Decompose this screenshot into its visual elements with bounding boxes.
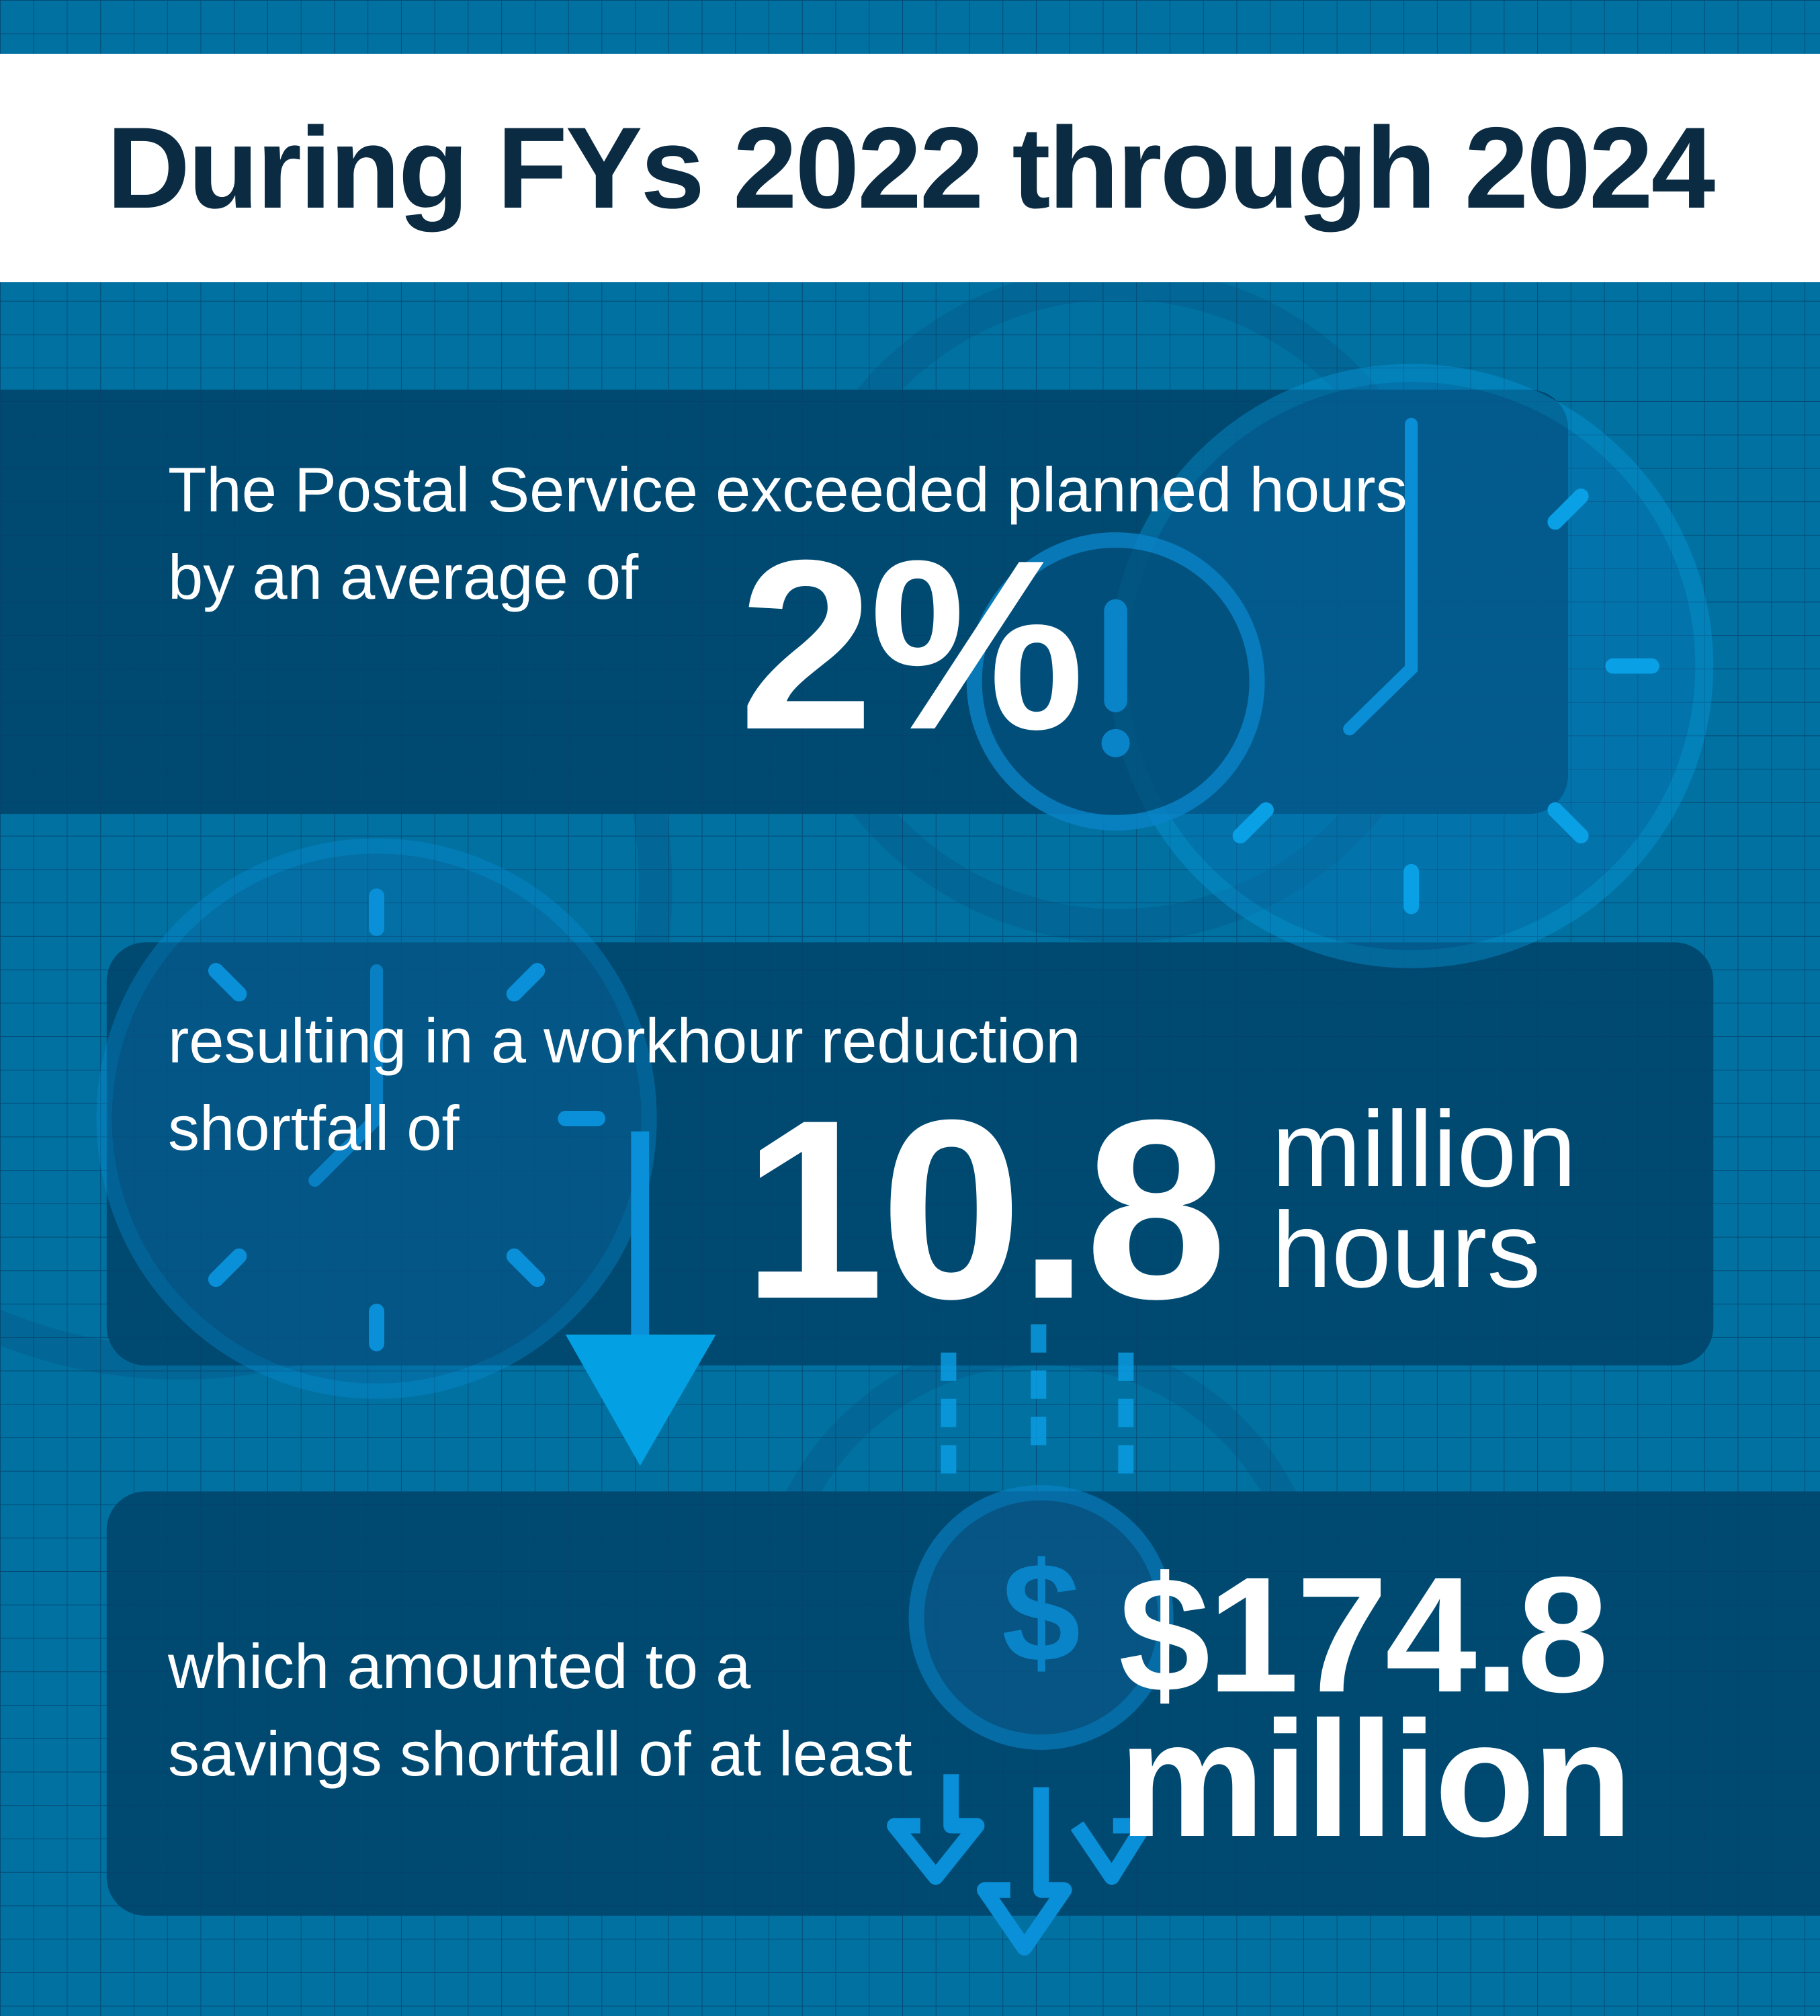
panel-2-line-2: shortfall of xyxy=(168,1093,460,1163)
stat-percent: 2% xyxy=(739,510,1084,780)
panel-3-text: which amounted to a savings shortfall of… xyxy=(168,1623,912,1798)
stat-hours: 10.8 xyxy=(742,1066,1227,1352)
panel-2-line-1: resulting in a workhour reduction xyxy=(168,1005,1081,1076)
panel-1-line-2: by an average of xyxy=(168,542,639,612)
stat-savings: $174.8 million xyxy=(1119,1542,1633,1871)
stat-savings-value: $174.8 xyxy=(1119,1542,1608,1726)
panel-1-line-1: The Postal Service exceeded planned hour… xyxy=(168,454,1407,525)
unit-million: million xyxy=(1272,1089,1577,1209)
page-title: During FYs 2022 through 2024 xyxy=(106,103,1716,233)
svg-text:$: $ xyxy=(1002,1533,1080,1691)
dashed-lines xyxy=(941,1324,1134,1479)
unit-hours: hours xyxy=(1272,1189,1541,1310)
clock-down-arrow-icon xyxy=(96,838,716,1466)
down-arrows-icon xyxy=(887,1774,1152,1956)
alert-icon xyxy=(966,532,1265,831)
dollar-coin-icon: $ xyxy=(908,1484,1174,1750)
stat-hours-unit: million hours xyxy=(1272,1089,1577,1310)
header-banner: During FYs 2022 through 2024 xyxy=(0,54,1820,282)
panel-3-line-2: savings shortfall of at least xyxy=(168,1718,912,1789)
stat-savings-unit: million xyxy=(1119,1687,1633,1871)
panel-1-text: The Postal Service exceeded planned hour… xyxy=(168,446,1407,621)
panel-3-line-1: which amounted to a xyxy=(168,1631,751,1702)
panel-2-text: resulting in a workhour reduction shortf… xyxy=(168,997,1081,1172)
